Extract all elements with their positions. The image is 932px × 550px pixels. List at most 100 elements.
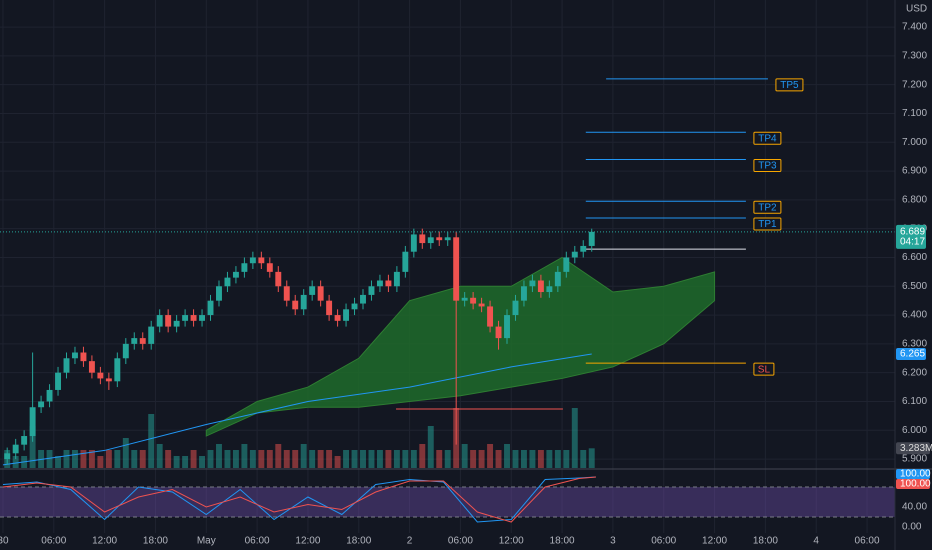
volume-bar bbox=[360, 450, 366, 468]
y-tick-label: 6.000 bbox=[902, 425, 927, 436]
ma-label: 6.265 bbox=[900, 349, 925, 360]
candle-body bbox=[216, 286, 222, 301]
y-tick-label: 7.100 bbox=[902, 108, 927, 119]
candle-body bbox=[55, 372, 61, 390]
countdown: 04:17 bbox=[900, 236, 925, 247]
candle-body bbox=[453, 237, 460, 301]
candle-body bbox=[427, 237, 434, 244]
volume-bar bbox=[334, 456, 341, 468]
volume-bar bbox=[292, 450, 299, 468]
ichimoku-cloud bbox=[205, 256, 716, 437]
x-tick-label: 18:00 bbox=[143, 536, 168, 547]
y-tick-label: 7.200 bbox=[902, 79, 927, 90]
candle-body bbox=[182, 315, 189, 321]
y-tick-label: 5.900 bbox=[902, 454, 927, 465]
volume-bar bbox=[275, 444, 282, 468]
volume-bar bbox=[114, 450, 121, 468]
volume-bar bbox=[351, 450, 358, 468]
volume-bar bbox=[317, 450, 324, 468]
volume-bar bbox=[461, 444, 468, 468]
candle-body bbox=[537, 280, 544, 293]
level-label-box bbox=[753, 131, 782, 145]
x-tick-label: 18:00 bbox=[346, 536, 371, 547]
volume-bar bbox=[55, 456, 61, 468]
candle-body bbox=[419, 234, 426, 244]
candle-body bbox=[80, 352, 87, 362]
volume-bar bbox=[258, 450, 265, 468]
volume-bar bbox=[326, 450, 333, 468]
x-tick-label: 2 bbox=[407, 536, 413, 547]
candle-body bbox=[376, 280, 383, 287]
volume-bar bbox=[385, 450, 392, 468]
candle-body bbox=[470, 297, 477, 304]
y-tick-label: 6.900 bbox=[902, 166, 927, 177]
candle-body bbox=[292, 300, 299, 310]
volume-bar bbox=[368, 450, 375, 468]
x-tick-label: 06:00 bbox=[448, 536, 473, 547]
x-tick-label: 30 bbox=[0, 536, 9, 547]
candle-body bbox=[546, 286, 553, 293]
candle-body bbox=[343, 309, 350, 321]
level-label: TP4 bbox=[758, 133, 777, 144]
volume-bar bbox=[105, 450, 112, 468]
volume-bar bbox=[232, 450, 239, 468]
volume-bar bbox=[478, 450, 485, 468]
candle-body bbox=[283, 286, 290, 301]
candle-body bbox=[190, 315, 197, 321]
candle-body bbox=[317, 286, 324, 301]
volume-bar bbox=[419, 444, 426, 468]
candle-body bbox=[326, 300, 333, 316]
y-tick-label: 7.300 bbox=[902, 51, 927, 62]
y-tick-label: 6.100 bbox=[902, 396, 927, 407]
candle-body bbox=[461, 297, 468, 301]
x-tick-label: 12:00 bbox=[295, 536, 320, 547]
candle-body bbox=[300, 294, 307, 310]
level-label: TP3 bbox=[758, 161, 777, 172]
volume-bar bbox=[309, 450, 316, 468]
x-tick-label: 4 bbox=[813, 536, 819, 547]
x-tick-label: May bbox=[197, 536, 216, 547]
x-tick-label: 3 bbox=[610, 536, 616, 547]
candle-body bbox=[520, 286, 527, 301]
level-label-box bbox=[753, 159, 782, 173]
volume-bar bbox=[563, 450, 570, 468]
volume-bar bbox=[512, 450, 519, 468]
y-tick-label: 6.500 bbox=[902, 281, 927, 292]
volume-label-box bbox=[896, 442, 930, 455]
volume-bar bbox=[249, 450, 256, 468]
x-tick-label: 06:00 bbox=[651, 536, 676, 547]
candle-body bbox=[122, 343, 129, 359]
candle-body bbox=[334, 315, 341, 321]
candle-body bbox=[148, 326, 155, 344]
y-tick-label: 6.400 bbox=[902, 310, 927, 321]
volume-label: 3.283M bbox=[900, 443, 932, 454]
candle-body bbox=[478, 303, 485, 307]
volume-bar bbox=[436, 450, 443, 468]
candle-body bbox=[266, 263, 273, 272]
level-label-box bbox=[753, 200, 782, 214]
volume-bar bbox=[165, 450, 172, 468]
volume-bar bbox=[122, 438, 129, 468]
x-tick-label: 06:00 bbox=[245, 536, 270, 547]
stoch-label: 100.00 bbox=[900, 469, 931, 480]
level-label: TP5 bbox=[780, 80, 799, 91]
volume-bar bbox=[72, 450, 78, 468]
candle-body bbox=[436, 237, 443, 241]
volume-bar bbox=[580, 450, 587, 468]
y-tick-label: 6.300 bbox=[902, 339, 927, 350]
candle-body bbox=[504, 315, 510, 339]
volume-bar bbox=[495, 450, 502, 468]
candle-body bbox=[351, 303, 358, 310]
level-label: TP1 bbox=[758, 219, 777, 230]
volume-bar bbox=[393, 450, 400, 468]
volume-bar bbox=[182, 456, 189, 468]
last-price-box bbox=[896, 224, 926, 249]
x-tick-label: 12:00 bbox=[702, 536, 727, 547]
volume-bar bbox=[520, 450, 527, 468]
volume-bar bbox=[571, 408, 578, 468]
volume-bar bbox=[554, 450, 561, 468]
y-tick-label: 6.800 bbox=[902, 195, 927, 206]
candle-body bbox=[165, 315, 172, 327]
candle-body bbox=[410, 234, 417, 252]
